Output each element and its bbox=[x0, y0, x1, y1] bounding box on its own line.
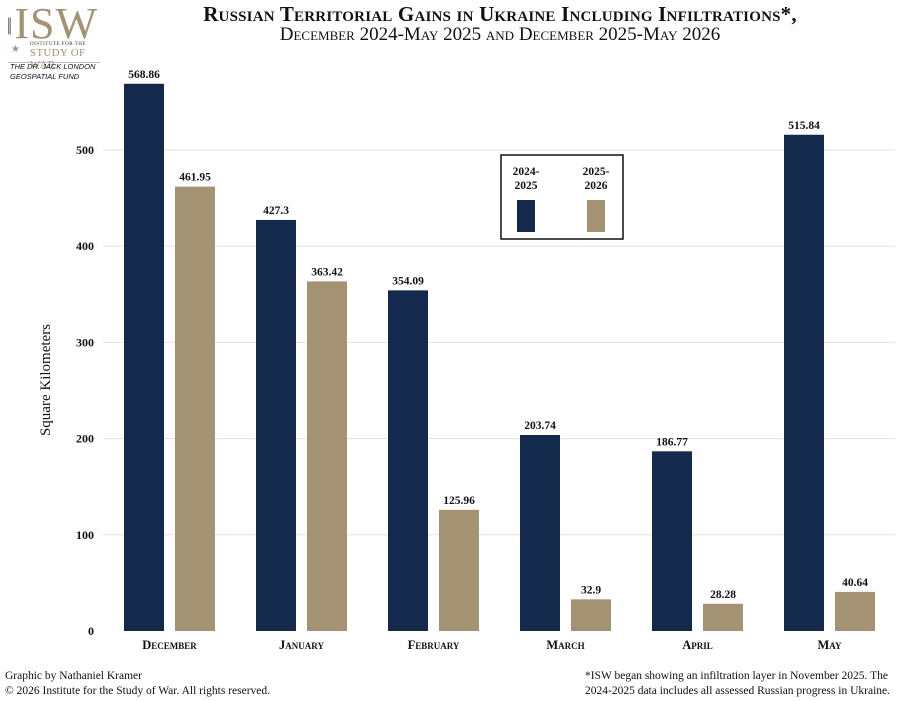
bar-march-1 bbox=[520, 435, 560, 631]
y-tick-label: 0 bbox=[88, 624, 94, 638]
x-tick-label: January bbox=[279, 638, 324, 652]
x-tick-label: March bbox=[546, 638, 584, 652]
data-label: 186.77 bbox=[656, 436, 688, 448]
copyright-text: © 2026 Institute for the Study of War. A… bbox=[5, 685, 271, 697]
bar-february-1 bbox=[388, 290, 428, 631]
x-tick-label: December bbox=[142, 638, 197, 652]
fund-line-1: THE DR. JACK LONDON bbox=[10, 62, 96, 71]
bar-may-2 bbox=[835, 591, 875, 631]
note-line-1: *ISW began showing an infiltration layer… bbox=[584, 670, 888, 682]
y-tick-label: 300 bbox=[76, 335, 94, 349]
bar-january-1 bbox=[256, 219, 296, 632]
y-tick-label: 100 bbox=[76, 528, 94, 542]
bar-february-2 bbox=[439, 509, 479, 631]
data-label: 568.86 bbox=[128, 69, 160, 81]
footer-note: *ISW began showing an infiltration layer… bbox=[585, 669, 890, 699]
isw-logo: ISW INSTITUTE FOR THE STUDY OF WAR ★ bbox=[8, 0, 100, 71]
y-tick-label: 200 bbox=[76, 432, 94, 446]
credit-text: Graphic by Nathaniel Kramer bbox=[5, 670, 142, 682]
data-label: 125.96 bbox=[443, 495, 475, 507]
legend-swatch-1 bbox=[517, 200, 535, 232]
bar-december-2 bbox=[175, 186, 215, 631]
chart-title: Russian Territorial Gains in Ukraine Inc… bbox=[203, 2, 797, 26]
data-label: 515.84 bbox=[788, 120, 820, 132]
y-axis-ticks: 0 100 200 300 400 500 bbox=[76, 143, 94, 638]
bar-march-2 bbox=[571, 599, 611, 631]
legend-label: 2025- bbox=[583, 166, 610, 178]
bar-may-1 bbox=[784, 134, 824, 632]
logo-divider bbox=[8, 62, 100, 63]
logo-mark: ISW bbox=[8, 0, 98, 48]
x-axis-ticks: December January February March April May bbox=[142, 638, 842, 652]
data-labels: 568.86 461.95 427.3 363.42 354.09 125.96 203.7… bbox=[128, 69, 868, 601]
data-label: 354.09 bbox=[392, 275, 424, 287]
legend: 2024- 2025 2025- 2026 bbox=[500, 154, 624, 240]
bar-april-1 bbox=[652, 451, 692, 631]
x-tick-label: May bbox=[818, 638, 842, 652]
bars bbox=[124, 83, 875, 632]
footer-credits: Graphic by Nathaniel Kramer © 2026 Insti… bbox=[5, 669, 270, 699]
y-tick-label: 500 bbox=[76, 143, 94, 157]
bar-january-2 bbox=[307, 281, 347, 631]
bar-december-1 bbox=[124, 83, 164, 631]
data-label: 461.95 bbox=[179, 172, 211, 184]
star-icon: ★ bbox=[11, 44, 20, 55]
x-tick-label: April bbox=[682, 638, 713, 652]
bar-april-2 bbox=[703, 603, 743, 631]
chart-subtitle: December 2024-May 2025 and December 2025… bbox=[279, 24, 721, 45]
fund-text: THE DR. JACK LONDON GEOSPATIAL FUND bbox=[10, 62, 95, 82]
x-tick-label: February bbox=[408, 638, 460, 652]
logo-bars-icon bbox=[8, 17, 12, 35]
logo-small-text: INSTITUTE FOR THE bbox=[30, 42, 86, 47]
legend-swatch-2 bbox=[587, 200, 605, 232]
data-label: 363.42 bbox=[311, 266, 343, 278]
fund-line-2: GEOSPATIAL FUND bbox=[10, 72, 80, 81]
y-axis-label: Square Kilometers bbox=[38, 324, 54, 436]
data-label: 40.64 bbox=[842, 577, 868, 589]
gridlines bbox=[103, 149, 895, 536]
note-line-2: 2024-2025 data includes all assessed Rus… bbox=[584, 685, 890, 697]
data-label: 427.3 bbox=[263, 205, 289, 217]
legend-label: 2026 bbox=[585, 180, 608, 192]
logo-letters: ISW bbox=[14, 0, 98, 48]
legend-label: 2024- bbox=[513, 166, 540, 178]
data-label: 32.9 bbox=[581, 584, 601, 596]
y-tick-label: 400 bbox=[76, 239, 94, 253]
legend-label: 2025 bbox=[515, 180, 538, 192]
data-label: 28.28 bbox=[710, 589, 736, 601]
data-label: 203.74 bbox=[524, 420, 556, 432]
